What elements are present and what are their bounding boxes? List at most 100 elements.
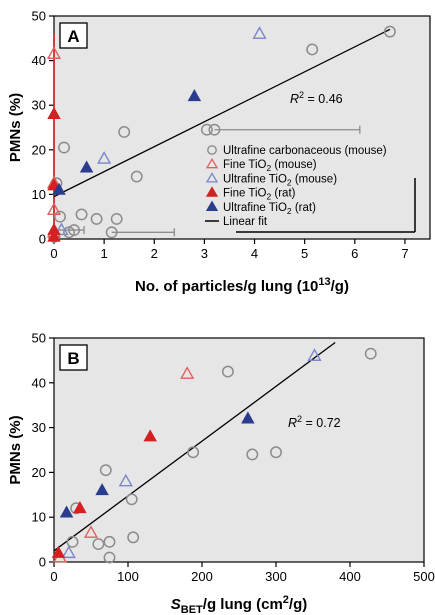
y-tick-label: 20 [32,465,46,480]
legend-entry: Ultrafine carbonaceous (mouse) [223,145,387,157]
x-axis-title: No. of particles/g lung (1013/g) [135,276,349,295]
r-squared-label: R2 = 0.72 [288,414,341,430]
data-point [95,483,109,496]
data-point [103,551,116,564]
data-point [99,464,112,477]
x-axis-title-unit: /g) [289,596,307,613]
r-squared-value: = 0.72 [302,416,341,430]
legend-entry-text: Ultrafine TiO [223,173,287,185]
x-axis-title-exponent: 2 [283,594,289,606]
legend-entry-text-tail: (mouse) [271,159,317,171]
legend-entry: Ultrafine TiO2 (mouse) [223,173,337,187]
data-point [54,222,69,236]
data-point [46,46,62,59]
x-tick-label: 300 [265,569,287,584]
x-tick-label: 4 [251,246,258,261]
x-axis-title-symbol: S [171,596,181,613]
x-axis-title-text: No. of particles/g lung (10 [135,278,318,295]
panel-label-box [59,344,88,371]
legend-entry-subscript: 2 [266,192,271,202]
legend-entry-text-tail: (mouse) [292,173,338,185]
data-point [307,348,322,361]
data-point [58,141,70,154]
x-tick-label: 500 [413,569,435,584]
y-tick-label: 10 [32,187,46,202]
x-tick-label: 1 [101,246,108,261]
x-tick-label: 3 [201,246,208,261]
data-point [47,106,61,119]
data-point [208,123,221,136]
legend-marker [207,145,217,155]
data-point [75,208,88,221]
data-point [61,545,76,559]
data-point [68,224,81,237]
x-axis-title-subscript: BET [181,604,203,615]
data-point [130,170,143,183]
data-point [105,226,118,239]
r-squared-value: = 0.46 [304,92,343,106]
legend: Ultrafine carbonaceous (mouse) Fine TiO2 … [205,145,416,233]
x-tick-label: 100 [117,569,139,584]
data-point [143,429,157,442]
x-axis-title-exponent: 13 [318,276,330,288]
r-squared-symbol: R [288,416,297,430]
legend-entry-text-tail: (rat) [292,202,316,214]
x-tick-label: 2 [151,246,158,261]
data-point [52,182,66,195]
legend-entry-subscript: 2 [287,206,292,216]
data-point [110,212,123,225]
fit-line [53,28,391,198]
x-tick-label: 0 [50,569,57,584]
data-point [66,535,79,548]
x-axis-title-unit: /g) [331,278,349,295]
data-point [54,210,66,223]
data-point [364,347,377,360]
y-tick-label: 30 [32,420,46,435]
legend-entry-text: Fine TiO [223,188,267,200]
y-tick-label: 0 [39,555,46,570]
legend-marker [205,200,219,211]
x-tick-label: 5 [301,246,308,261]
data-point [59,505,74,518]
data-point [241,411,255,424]
data-point [90,212,103,225]
legend-entry-text: Linear fit [223,216,268,228]
x-axis-title: SBET/g lung (cm2/g) [171,594,307,615]
data-point [83,525,99,538]
y-tick-label: 30 [32,98,46,113]
data-point [200,123,213,136]
data-point [73,501,87,514]
data-point [125,493,138,506]
x-tick-label: 7 [401,246,408,261]
legend-entry: Fine TiO2 (mouse) [223,159,317,173]
data-point [97,151,112,164]
data-point [51,545,66,558]
legend-entry-text: Ultrafine TiO [223,202,287,214]
legend-marker [205,172,219,183]
data-point [306,43,319,56]
data-point [270,446,282,459]
legend-entry: Linear fit [223,216,268,228]
data-point [187,446,200,459]
legend-entry-text: Fine TiO [223,159,267,171]
legend-entry-text: Ultrafine carbonaceous (mouse) [223,145,387,157]
data-point [180,366,195,379]
plot-area [53,337,425,563]
data-point [252,26,267,39]
panel-label: B [67,349,79,368]
data-point [92,538,105,551]
legend-marker [205,157,219,169]
data-point [47,229,61,242]
data-point [103,535,116,548]
r-squared-exponent: 2 [297,414,302,424]
y-tick-label: 50 [32,331,46,346]
legend-entry: Fine TiO2 (rat) [223,188,296,202]
data-point [221,365,234,378]
x-tick-label: 6 [351,246,358,261]
r-squared-symbol: R [290,92,299,106]
legend-entry: Ultrafine TiO2 (rat) [223,202,316,216]
y-tick-label: 20 [32,142,46,157]
data-point [383,25,396,38]
y-axis-title: PMNs (%) [7,93,24,162]
